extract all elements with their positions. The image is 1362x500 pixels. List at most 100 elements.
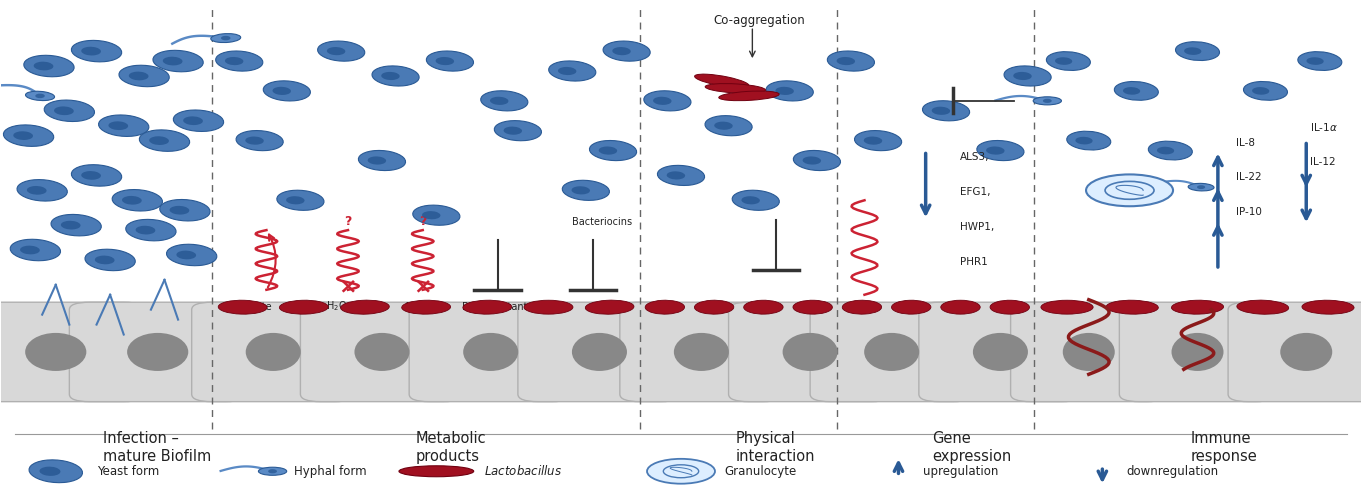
Ellipse shape — [1013, 72, 1032, 80]
Ellipse shape — [153, 50, 203, 72]
Text: Hyphal form: Hyphal form — [294, 465, 366, 478]
Ellipse shape — [864, 333, 919, 371]
Ellipse shape — [368, 156, 385, 164]
Text: ?: ? — [345, 215, 351, 228]
Ellipse shape — [34, 62, 53, 70]
Ellipse shape — [1076, 137, 1092, 144]
Ellipse shape — [23, 56, 74, 77]
Ellipse shape — [706, 84, 765, 93]
Ellipse shape — [129, 72, 148, 80]
Ellipse shape — [854, 130, 902, 150]
Ellipse shape — [549, 61, 595, 81]
Ellipse shape — [123, 196, 142, 204]
Text: ?: ? — [419, 215, 426, 228]
Ellipse shape — [1062, 333, 1114, 371]
Ellipse shape — [783, 333, 838, 371]
Ellipse shape — [524, 300, 573, 314]
Ellipse shape — [29, 460, 83, 482]
Ellipse shape — [767, 81, 813, 101]
FancyBboxPatch shape — [810, 302, 974, 402]
Ellipse shape — [170, 206, 189, 214]
Text: Lactate: Lactate — [234, 302, 271, 312]
Ellipse shape — [159, 200, 210, 221]
Ellipse shape — [163, 56, 183, 66]
Ellipse shape — [695, 300, 734, 314]
Ellipse shape — [44, 100, 94, 122]
Ellipse shape — [1306, 57, 1324, 65]
Ellipse shape — [695, 74, 749, 88]
Ellipse shape — [236, 130, 283, 150]
Ellipse shape — [61, 221, 80, 230]
FancyBboxPatch shape — [729, 302, 892, 402]
Ellipse shape — [1046, 52, 1091, 70]
Circle shape — [647, 459, 715, 483]
Ellipse shape — [658, 166, 704, 186]
Ellipse shape — [112, 190, 162, 211]
Ellipse shape — [1041, 300, 1094, 314]
Ellipse shape — [82, 47, 101, 56]
Text: EFG1,: EFG1, — [960, 188, 990, 198]
Ellipse shape — [572, 333, 627, 371]
Circle shape — [1086, 174, 1173, 206]
Ellipse shape — [481, 91, 528, 111]
Ellipse shape — [354, 333, 410, 371]
Text: ×: × — [339, 276, 357, 296]
Text: downregulation: downregulation — [1126, 465, 1219, 478]
Ellipse shape — [263, 81, 311, 101]
Ellipse shape — [733, 190, 779, 210]
Ellipse shape — [136, 226, 155, 234]
Text: Yeast form: Yeast form — [97, 465, 159, 478]
Ellipse shape — [399, 466, 474, 476]
Ellipse shape — [793, 150, 840, 171]
Ellipse shape — [109, 122, 128, 130]
FancyBboxPatch shape — [0, 302, 144, 402]
Ellipse shape — [922, 100, 970, 121]
Ellipse shape — [990, 300, 1030, 314]
Text: Metabolic
products: Metabolic products — [415, 432, 486, 464]
Ellipse shape — [268, 469, 276, 474]
FancyBboxPatch shape — [919, 302, 1081, 402]
Text: upregulation: upregulation — [923, 465, 998, 478]
Ellipse shape — [603, 41, 650, 61]
FancyBboxPatch shape — [620, 302, 783, 402]
Ellipse shape — [225, 57, 244, 65]
Ellipse shape — [98, 115, 148, 136]
Ellipse shape — [986, 146, 1005, 154]
Ellipse shape — [572, 186, 590, 194]
Text: Gene
expression: Gene expression — [933, 432, 1012, 464]
Text: Infection –
mature Biofilm: Infection – mature Biofilm — [104, 432, 211, 464]
Ellipse shape — [719, 91, 779, 101]
Text: H$_2$O$_2$: H$_2$O$_2$ — [326, 300, 351, 314]
Ellipse shape — [327, 47, 346, 55]
Ellipse shape — [463, 300, 512, 314]
Ellipse shape — [95, 256, 114, 264]
Ellipse shape — [16, 180, 67, 201]
Ellipse shape — [590, 140, 636, 160]
Ellipse shape — [827, 51, 874, 71]
Text: ALS3,: ALS3, — [960, 152, 989, 162]
Ellipse shape — [1244, 82, 1287, 100]
Ellipse shape — [1056, 57, 1072, 65]
Ellipse shape — [1114, 82, 1158, 100]
Ellipse shape — [245, 333, 301, 371]
Ellipse shape — [84, 249, 135, 270]
Ellipse shape — [775, 87, 794, 95]
Ellipse shape — [177, 250, 196, 260]
Ellipse shape — [436, 57, 454, 65]
Text: IL-8: IL-8 — [1235, 138, 1254, 147]
Ellipse shape — [972, 333, 1028, 371]
Ellipse shape — [741, 196, 760, 204]
Ellipse shape — [1148, 141, 1192, 160]
Text: PHR1: PHR1 — [960, 257, 987, 267]
Ellipse shape — [215, 51, 263, 71]
Ellipse shape — [652, 97, 671, 105]
Ellipse shape — [381, 72, 399, 80]
Ellipse shape — [259, 467, 286, 475]
Ellipse shape — [426, 51, 474, 71]
Ellipse shape — [714, 122, 733, 130]
Ellipse shape — [613, 47, 631, 55]
Ellipse shape — [864, 136, 883, 144]
FancyBboxPatch shape — [192, 302, 354, 402]
Ellipse shape — [372, 66, 419, 86]
Ellipse shape — [892, 300, 930, 314]
